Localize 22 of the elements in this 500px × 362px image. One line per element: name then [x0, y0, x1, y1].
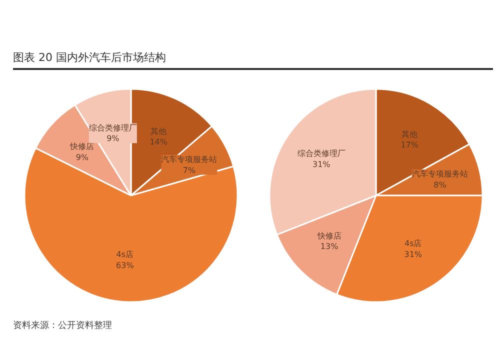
slice-label: 4s店 [116, 250, 134, 259]
data-label: 7% [182, 165, 196, 174]
slice-label: 汽车专项服务站 [412, 169, 468, 178]
data-label: 8% [434, 180, 447, 190]
slice-label: 其他 [402, 130, 418, 139]
slice-label: 综合类修理厂 [88, 123, 137, 132]
data-label: 13% [320, 242, 339, 251]
data-label: 14% [150, 137, 168, 146]
data-label: 9% [106, 134, 120, 143]
slice-label: 综合类修理厂 [297, 148, 346, 158]
slice-label: 4s店 [404, 238, 422, 248]
slice-label: 其他 [150, 126, 167, 136]
slice-label: 汽车专项服务站 [161, 154, 218, 164]
data-label: 17% [400, 140, 419, 150]
text: 资料来源：公开资料整理 [13, 320, 112, 333]
data-label: 31% [312, 160, 331, 169]
slice-label: 快修店 [316, 231, 342, 240]
chart-title: 图表 20 国内外汽车后市场结构 [13, 50, 166, 66]
data-label: 31% [404, 250, 422, 259]
data-label: 9% [76, 152, 89, 162]
data-label: 63% [116, 260, 134, 270]
slice-label: 快修店 [69, 142, 94, 151]
